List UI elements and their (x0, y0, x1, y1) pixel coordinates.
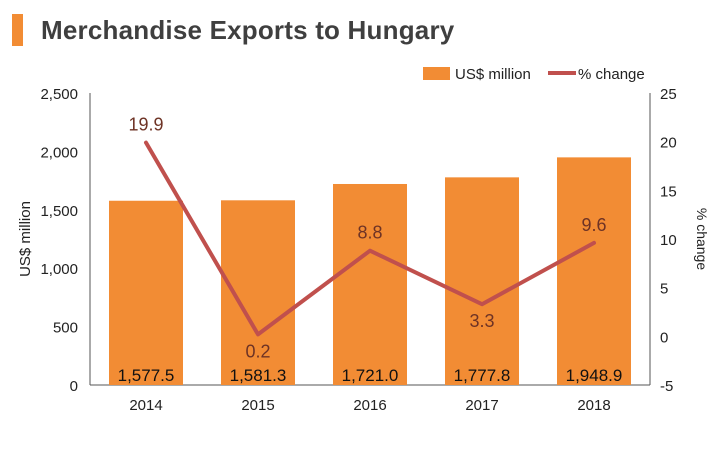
y-tick-label-right: 20 (660, 135, 677, 152)
line-series-pct-change (144, 140, 596, 337)
y-tick-label-right: 0 (660, 329, 668, 346)
y-axis-right-title: % change (694, 208, 710, 270)
bar-value-label: 1,581.3 (230, 366, 287, 385)
y-tick-label-left: 1,000 (40, 261, 78, 278)
line-point-label: 8.8 (357, 223, 382, 243)
y-tick-label-right: 25 (660, 86, 677, 103)
bar-value-label: 1,777.8 (454, 366, 511, 385)
title-block: Merchandise Exports to Hungary (12, 10, 454, 50)
bar (445, 177, 519, 385)
y-tick-label-left: 2,000 (40, 144, 78, 161)
y-tick-label-right: 10 (660, 232, 677, 249)
bar (333, 183, 407, 385)
legend-swatch-bar (423, 67, 450, 80)
bar (557, 157, 631, 385)
x-tick-label: 2015 (241, 397, 274, 414)
y-tick-label-left: 1,500 (40, 203, 78, 220)
y-tick-label-left: 500 (53, 320, 78, 337)
line-point-label: 3.3 (469, 311, 494, 331)
x-tick-label: 2018 (577, 397, 610, 414)
y-tick-label-right: -5 (660, 378, 673, 395)
legend-label-line: % change (578, 66, 645, 83)
y-axis-left-title: US$ million (17, 201, 34, 277)
x-tick-label: 2014 (129, 397, 162, 414)
y-tick-label-left: 0 (70, 378, 78, 395)
line-point-label: 0.2 (245, 341, 270, 361)
legend-label-bar: US$ million (455, 66, 531, 83)
bar-value-label: 1,577.5 (118, 366, 175, 385)
bar (109, 200, 183, 385)
y-tick-label-left: 2,500 (40, 86, 78, 103)
bar-value-label: 1,948.9 (566, 366, 623, 385)
line-point-label: 9.6 (581, 215, 606, 235)
x-tick-label: 2016 (353, 397, 386, 414)
x-tick-label: 2017 (465, 397, 498, 414)
bar-value-label: 1,721.0 (342, 366, 399, 385)
y-tick-label-right: 15 (660, 183, 677, 200)
y-tick-label-right: 5 (660, 281, 668, 298)
chart-title: Merchandise Exports to Hungary (41, 14, 455, 45)
line-point-label: 19.9 (128, 115, 163, 135)
title-accent-bar (12, 14, 23, 46)
